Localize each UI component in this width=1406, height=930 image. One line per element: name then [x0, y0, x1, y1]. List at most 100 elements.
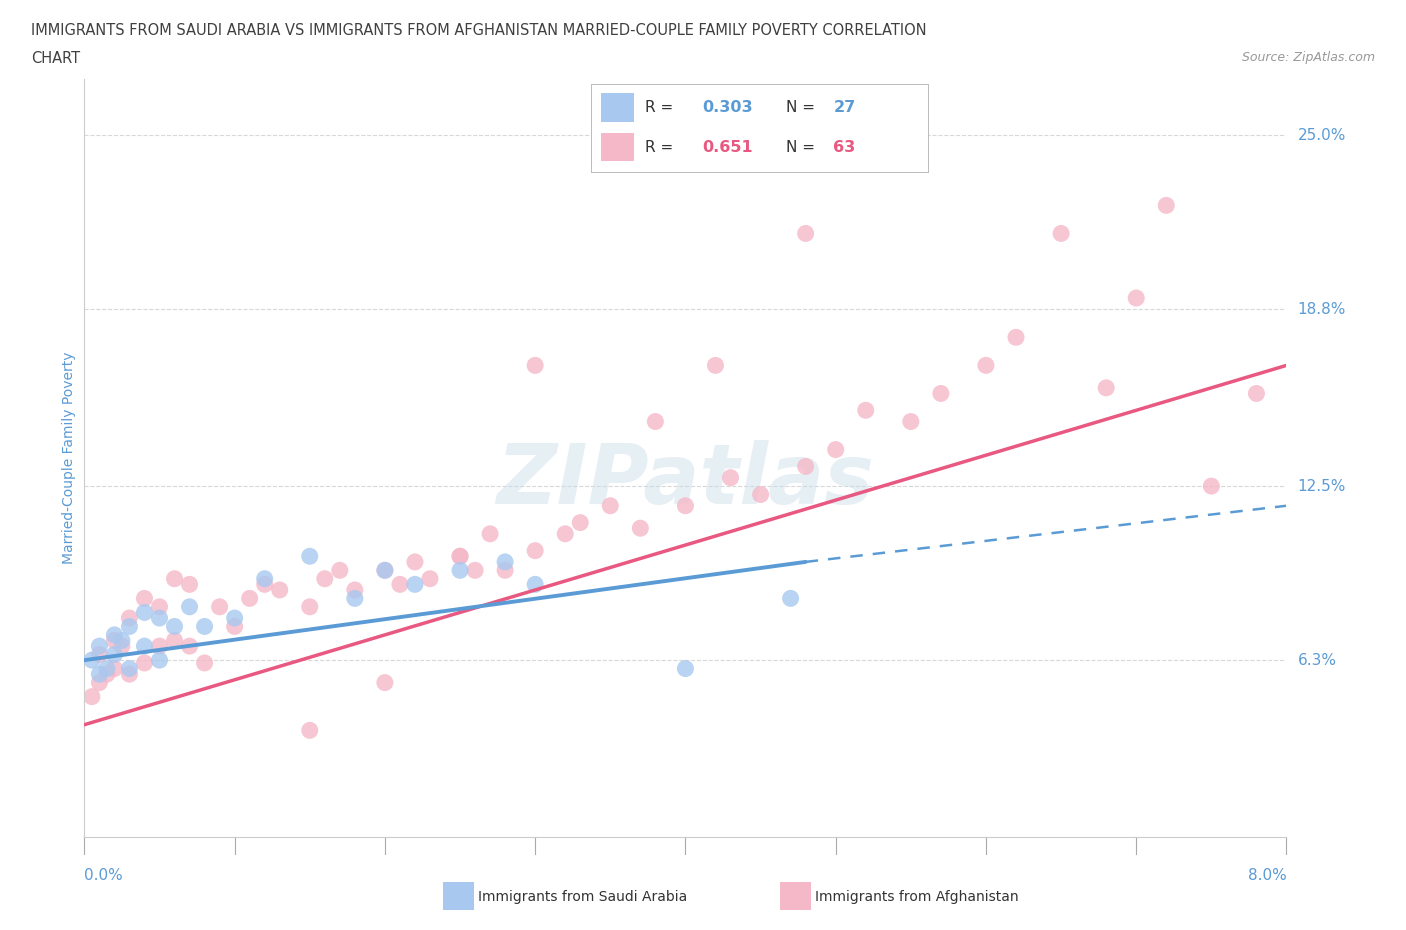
Point	[374, 675, 396, 690]
Text: R =: R =	[644, 140, 678, 154]
Text: Immigrants from Afghanistan: Immigrants from Afghanistan	[815, 889, 1019, 904]
Point	[524, 358, 547, 373]
Point	[111, 633, 134, 648]
Point	[194, 619, 217, 634]
Point	[628, 521, 651, 536]
Y-axis label: Married-Couple Family Poverty: Married-Couple Family Poverty	[62, 352, 76, 565]
Point	[1125, 290, 1147, 305]
Point	[479, 526, 502, 541]
Point	[118, 667, 141, 682]
Point	[194, 656, 217, 671]
Point	[1201, 479, 1223, 494]
Point	[89, 639, 111, 654]
Point	[599, 498, 621, 513]
Point	[404, 554, 426, 569]
Text: CHART: CHART	[31, 51, 80, 66]
Point	[118, 661, 141, 676]
Point	[974, 358, 997, 373]
Bar	[600, 133, 634, 162]
Bar	[600, 93, 634, 122]
Point	[89, 647, 111, 662]
Point	[494, 563, 516, 578]
Point	[148, 653, 170, 668]
Point	[524, 577, 547, 591]
Point	[449, 549, 471, 564]
Point	[103, 661, 125, 676]
Point	[103, 628, 125, 643]
Point	[298, 723, 321, 737]
Point	[704, 358, 727, 373]
Point	[298, 549, 321, 564]
Point	[675, 661, 697, 676]
Point	[148, 639, 170, 654]
Point	[163, 571, 186, 586]
Point	[179, 577, 201, 591]
Text: ZIPatlas: ZIPatlas	[496, 440, 875, 521]
Point	[163, 633, 186, 648]
Point	[80, 689, 103, 704]
Point	[1050, 226, 1073, 241]
Text: Immigrants from Saudi Arabia: Immigrants from Saudi Arabia	[478, 889, 688, 904]
Point	[96, 661, 118, 676]
Point	[720, 471, 742, 485]
Point	[419, 571, 441, 586]
Point	[208, 599, 231, 614]
Point	[134, 656, 156, 671]
Point	[253, 577, 276, 591]
Point	[163, 619, 186, 634]
Text: R =: R =	[644, 100, 678, 115]
Point	[89, 667, 111, 682]
Point	[794, 226, 817, 241]
Text: 0.651: 0.651	[702, 140, 752, 154]
Text: 0.303: 0.303	[702, 100, 752, 115]
Point	[224, 619, 246, 634]
Point	[80, 653, 103, 668]
Point	[179, 599, 201, 614]
Text: 27: 27	[834, 100, 856, 115]
Text: Source: ZipAtlas.com: Source: ZipAtlas.com	[1241, 51, 1375, 64]
Point	[404, 577, 426, 591]
Point	[449, 563, 471, 578]
Point	[900, 414, 922, 429]
Text: N =: N =	[786, 140, 820, 154]
Point	[524, 543, 547, 558]
Point	[1095, 380, 1118, 395]
Point	[794, 459, 817, 474]
Point	[148, 611, 170, 626]
Point	[1156, 198, 1178, 213]
Text: IMMIGRANTS FROM SAUDI ARABIA VS IMMIGRANTS FROM AFGHANISTAN MARRIED-COUPLE FAMIL: IMMIGRANTS FROM SAUDI ARABIA VS IMMIGRAN…	[31, 23, 927, 38]
Point	[179, 639, 201, 654]
Point	[374, 563, 396, 578]
Text: 25.0%: 25.0%	[1298, 127, 1346, 142]
Text: 18.8%: 18.8%	[1298, 301, 1346, 317]
Point	[569, 515, 592, 530]
Point	[675, 498, 697, 513]
Point	[374, 563, 396, 578]
Text: 63: 63	[834, 140, 856, 154]
Point	[343, 582, 366, 597]
Point	[134, 639, 156, 654]
Text: 0.0%: 0.0%	[84, 868, 124, 883]
Point	[89, 675, 111, 690]
Point	[96, 667, 118, 682]
Point	[929, 386, 952, 401]
Point	[1005, 330, 1028, 345]
Point	[253, 571, 276, 586]
Point	[855, 403, 877, 418]
Text: 12.5%: 12.5%	[1298, 479, 1346, 494]
Point	[134, 591, 156, 605]
Point	[1246, 386, 1268, 401]
Point	[644, 414, 666, 429]
Point	[779, 591, 801, 605]
Point	[103, 647, 125, 662]
Point	[449, 549, 471, 564]
Point	[103, 633, 125, 648]
Point	[343, 591, 366, 605]
Point	[494, 554, 516, 569]
Point	[388, 577, 411, 591]
Point	[269, 582, 291, 597]
Point	[111, 639, 134, 654]
Point	[824, 442, 846, 457]
Text: 6.3%: 6.3%	[1298, 653, 1337, 668]
Point	[134, 605, 156, 620]
